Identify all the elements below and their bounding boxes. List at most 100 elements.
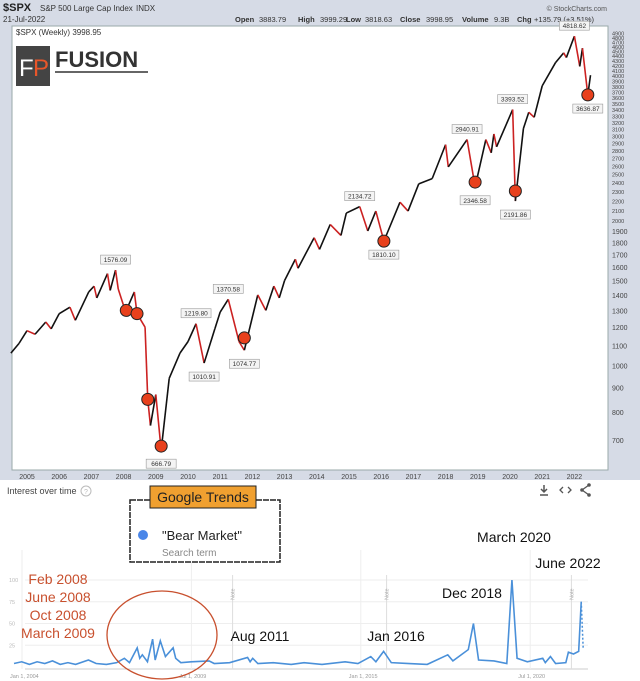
- annotation-label: 3636.87: [576, 106, 600, 113]
- y-tick-label: 4800: [612, 36, 624, 42]
- question-circle-icon[interactable]: ?: [80, 485, 92, 497]
- low-label: Low: [346, 15, 361, 24]
- quote-bar: Open 3883.79 High 3999.29 Low 3818.63 Cl…: [235, 15, 595, 24]
- price-segment: [522, 112, 530, 129]
- open-label: Open: [235, 15, 255, 24]
- spx-chart: $SPX S&P 500 Large Cap Index INDX 21-Jul…: [0, 0, 640, 480]
- price-segment: [168, 352, 181, 379]
- event-label: Aug 2011: [231, 628, 290, 644]
- embed-icon[interactable]: [559, 486, 572, 494]
- low-value: 3818.63: [365, 15, 392, 24]
- price-segment: [160, 378, 171, 451]
- annotation-label: 1010.91: [192, 374, 216, 381]
- x-tick-label: 2018: [438, 474, 454, 480]
- annotation-box: [572, 103, 604, 114]
- red-date-label: June 2008: [25, 589, 91, 605]
- y-tick-label: 4200: [612, 64, 624, 70]
- price-segment: [149, 394, 157, 426]
- y-tick-label: 2700: [612, 156, 624, 162]
- y-tick-label: 2900: [612, 141, 624, 147]
- price-segment: [297, 237, 315, 269]
- price-segment: [45, 321, 52, 330]
- bear-market-marker: [130, 307, 144, 321]
- bear-market-marker: [141, 392, 155, 406]
- y-tick-label: 50: [9, 622, 15, 628]
- y-tick-label: 4100: [612, 69, 624, 75]
- bear-market-marker: [468, 175, 482, 189]
- price-segment: [431, 144, 447, 179]
- price-segment: [93, 285, 98, 299]
- price-segment: [294, 259, 299, 269]
- annotation-label: 2191.86: [504, 212, 528, 219]
- y-tick-label: 1300: [612, 308, 628, 315]
- annotation-label: 2346.58: [463, 198, 487, 205]
- price-segment: [407, 183, 420, 212]
- logo-text: FUSION: [55, 47, 138, 72]
- source: © StockCharts.com: [547, 5, 608, 13]
- svg-text:?: ?: [84, 489, 88, 496]
- bear-market-marker: [237, 331, 251, 345]
- annotation-label: 666.79: [151, 461, 171, 468]
- price-segment: [74, 291, 90, 321]
- x-tick-label: 2006: [51, 474, 67, 480]
- price-segment: [358, 206, 369, 232]
- y-tick-label: 3600: [612, 96, 624, 102]
- price-segment: [555, 52, 565, 63]
- y-tick-label: 1800: [612, 240, 628, 247]
- y-tick-label: 2200: [612, 199, 624, 205]
- logo-mark-p: P: [33, 55, 49, 82]
- y-tick-label: 800: [612, 410, 624, 417]
- note-label: Note: [569, 588, 575, 600]
- y-tick-label: 2100: [612, 209, 624, 215]
- y-tick-label: 700: [612, 438, 624, 445]
- download-icon[interactable]: [540, 485, 548, 496]
- price-segment: [444, 144, 450, 168]
- annotation-box: [459, 195, 491, 206]
- y-tick-label: 3200: [612, 121, 624, 127]
- x-tick-label: Jan 1, 2004: [10, 674, 39, 680]
- chg-value: +135.79 (+3.51%): [534, 15, 595, 24]
- annotation-box: [212, 284, 244, 294]
- trends-title: Interest over time: [7, 486, 77, 496]
- x-tick-label: 2012: [245, 474, 261, 480]
- highlight-circle: [106, 590, 218, 680]
- fusion-logo: F P FUSION: [16, 46, 148, 86]
- price-segment: [117, 288, 125, 306]
- red-date-label: March 2009: [21, 625, 95, 641]
- price-segment: [50, 313, 60, 330]
- x-tick-label: Jan 1, 2015: [349, 674, 378, 680]
- annotation-box: [145, 458, 177, 469]
- annotation-label: 1810.10: [372, 252, 396, 259]
- x-tick-label: 2015: [341, 474, 357, 480]
- y-tick-label: 3700: [612, 90, 624, 96]
- y-tick-label: 4700: [612, 40, 624, 46]
- price-segment: [195, 323, 205, 364]
- annotation-label: 2940.91: [455, 127, 479, 134]
- google-trends-badge: Google Trends: [157, 489, 249, 505]
- annotation-label: 1576.09: [104, 257, 128, 264]
- annotation-box: [451, 124, 483, 134]
- red-date-label: Feb 2008: [28, 571, 87, 587]
- x-tick-label: 2016: [373, 474, 389, 480]
- price-segment: [283, 258, 297, 281]
- legend-box: Google Trends "Bear Market" Search term: [129, 485, 281, 563]
- price-segment: [278, 280, 286, 299]
- price-segment: [96, 273, 109, 299]
- y-tick-label: 4300: [612, 59, 624, 65]
- annotation-box: [344, 191, 376, 201]
- share-icon[interactable]: [580, 483, 591, 497]
- y-tick-label: 75: [9, 600, 15, 606]
- annotation-label: 4818.62: [563, 23, 587, 30]
- note-label: Note: [385, 588, 391, 600]
- price-segment: [114, 269, 120, 290]
- price-segment: [203, 328, 216, 364]
- price-segment: [485, 139, 492, 154]
- price-segment: [541, 62, 557, 87]
- price-segment: [227, 299, 240, 342]
- price-segment: [490, 133, 495, 153]
- x-tick-label: 2010: [180, 474, 196, 480]
- volume-value: 9.3B: [494, 15, 509, 24]
- x-tick-label: 2005: [19, 474, 35, 480]
- annotation-box: [368, 249, 400, 260]
- price-segment: [26, 329, 36, 335]
